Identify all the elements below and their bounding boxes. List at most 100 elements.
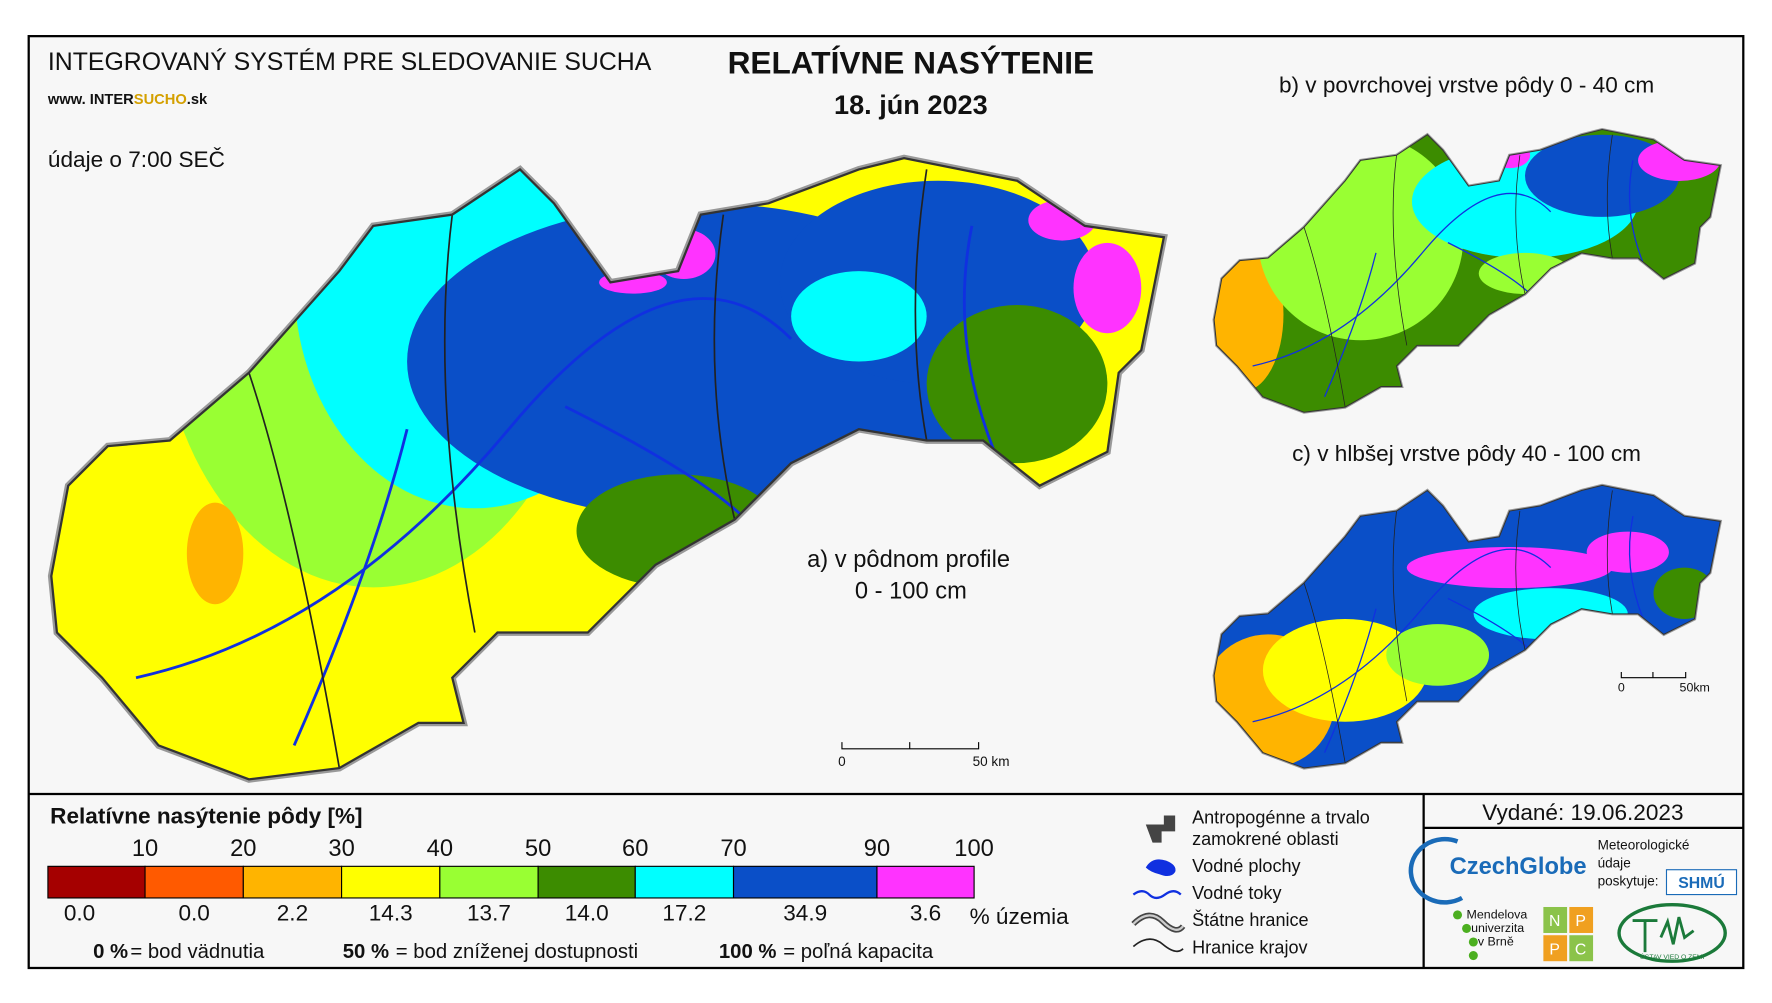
title: RELATÍVNE NASÝTENIE <box>728 44 1094 80</box>
logo-arc <box>1408 836 1464 905</box>
region-border <box>713 214 736 520</box>
key-icon <box>1132 938 1184 953</box>
map-zone <box>1586 531 1669 573</box>
map-zone <box>1386 624 1490 686</box>
legend-share: 14.3 <box>369 901 413 926</box>
region-border <box>1606 134 1613 259</box>
legend-share: 0.0 <box>178 901 209 926</box>
scale-label: 50km <box>1680 680 1710 694</box>
legend-share: 13.7 <box>467 901 511 926</box>
region-border <box>1303 227 1346 408</box>
logo-text: ÚSTAV VIED O ZEMI <box>1640 952 1705 961</box>
legend-share: 0.0 <box>64 901 95 926</box>
river <box>1252 192 1552 367</box>
logo-text: Mendelova <box>1467 907 1528 921</box>
note-value: 0 % <box>93 941 128 963</box>
legend-threshold: 10 <box>132 836 158 862</box>
legend-swatch <box>537 865 636 899</box>
note-text: = poľná kapacita <box>783 941 934 963</box>
river <box>564 405 747 521</box>
logo-text: v Brně <box>1478 934 1514 948</box>
legend-share: 17.2 <box>662 901 706 926</box>
legend-swatch <box>634 865 735 899</box>
logo-czechglobe: CzechGlobe <box>1450 854 1587 880</box>
legend-swatch <box>47 865 146 899</box>
legend-threshold: 30 <box>328 836 354 862</box>
map-label: c) v hlbšej vrstve pôdy 40 - 100 cm <box>1292 441 1641 466</box>
scale-label: 0 <box>838 754 846 769</box>
legend-swatch <box>439 865 539 899</box>
legend-threshold: 100 <box>954 836 994 862</box>
key-label: Vodné toky <box>1192 883 1281 903</box>
map-zone <box>1406 547 1613 589</box>
issued: Vydané: 19.06.2023 <box>1482 800 1683 825</box>
note-value: 50 % <box>343 941 389 963</box>
legend-share: 2.2 <box>277 901 308 926</box>
legend-threshold: 60 <box>622 836 648 862</box>
region-border <box>1392 155 1408 346</box>
key-label: zamokrené oblasti <box>1192 829 1339 849</box>
legend-threshold: 20 <box>230 836 256 862</box>
legend: 0.0 0.0 2.2 14.3 13.7 14.0 17.2 34.9 3.6 10 20 30 40… <box>47 836 994 963</box>
logo-text: N <box>1549 913 1560 930</box>
region-border <box>1606 490 1613 614</box>
key-icon <box>1132 890 1182 900</box>
region-border <box>1303 582 1346 763</box>
legend-swatch <box>341 865 441 899</box>
provider: Meteorologické <box>1598 837 1690 852</box>
map-key: Antropogénne a trvalo zamokrené oblasti … <box>1131 807 1370 957</box>
scale-label: 50 km <box>973 754 1010 769</box>
provider: údaje <box>1598 855 1631 870</box>
region-border <box>443 214 476 633</box>
logo-shmu <box>1665 869 1738 896</box>
logo-text: C <box>1575 941 1586 958</box>
map-sublabel: 0 - 100 cm <box>855 579 967 605</box>
legend-share: 34.9 <box>783 901 827 926</box>
map-zone <box>1073 242 1142 334</box>
region-border <box>1392 510 1408 702</box>
legend-swatch <box>144 865 244 899</box>
system-title: INTEGROVANÝ SYSTÉM PRE SLEDOVANIE SUCHA <box>48 49 652 76</box>
logo-mendel: Mendelova univerzita v Brně <box>1453 907 1528 961</box>
region-border <box>1515 155 1526 295</box>
key-label: Hranice krajov <box>1192 937 1307 957</box>
key-icon <box>1145 859 1176 877</box>
river <box>962 225 996 453</box>
legend-swatch <box>242 865 343 899</box>
note-value: 100 % <box>719 941 777 963</box>
key-label: Štátne hranice <box>1192 909 1308 930</box>
map-zone <box>791 271 927 362</box>
map-zone <box>1262 618 1428 722</box>
map-zone <box>926 304 1108 464</box>
key-label: Vodné plochy <box>1192 856 1300 876</box>
legend-share: 3.6 <box>910 901 941 926</box>
region-border <box>248 372 341 769</box>
map-label: b) v povrchovej vrstve pôdy 0 - 40 cm <box>1279 73 1654 98</box>
logo-text: P <box>1575 913 1586 930</box>
river <box>1628 160 1644 264</box>
legend-threshold: 50 <box>525 836 551 862</box>
website-part: SUCHO <box>134 92 187 108</box>
scale-bar <box>841 742 980 750</box>
river <box>1447 242 1531 295</box>
river <box>292 428 409 747</box>
map-zone <box>186 502 244 605</box>
note-text: = bod zníženej dostupnosti <box>396 941 638 963</box>
legend-threshold: 90 <box>864 836 890 862</box>
logo-nppc: N P P C <box>1543 906 1594 962</box>
website-part: www. INTER <box>47 92 134 108</box>
river <box>1323 252 1377 398</box>
river <box>1323 608 1377 753</box>
river <box>1252 548 1552 723</box>
website-part: .sk <box>187 92 208 108</box>
legend-swatch <box>876 865 975 899</box>
map-label: a) v pôdnom profile <box>807 547 1010 573</box>
river <box>1628 516 1644 620</box>
legend-share: 14.0 <box>565 901 609 926</box>
logo-shmu-text: SHMÚ <box>1678 873 1725 892</box>
region-border <box>914 169 928 441</box>
share-unit: % územia <box>970 904 1070 929</box>
note-text: = bod vädnutia <box>130 941 265 963</box>
legend-threshold: 70 <box>720 836 746 862</box>
river <box>135 297 793 680</box>
